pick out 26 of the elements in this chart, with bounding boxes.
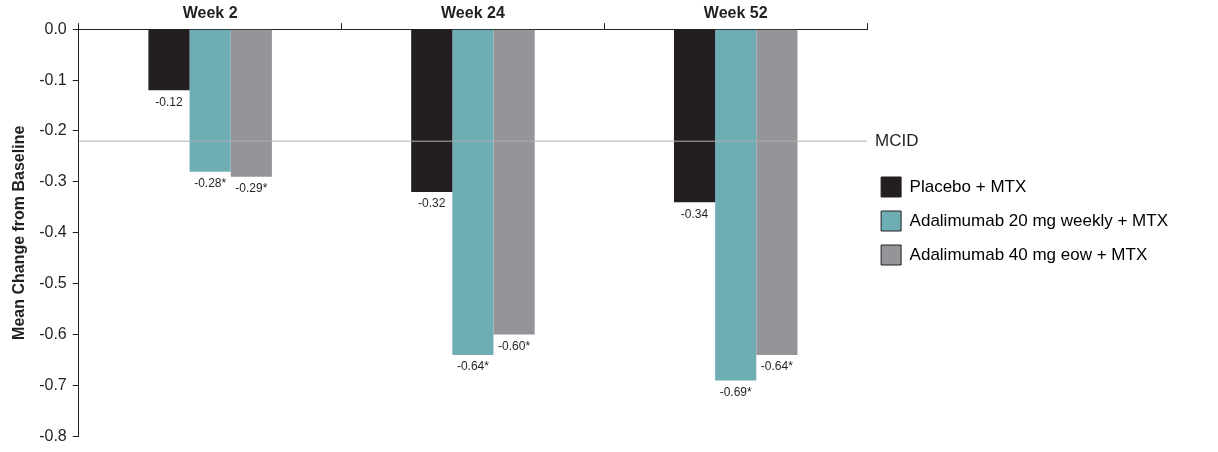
- data-label: -0.34: [680, 206, 709, 221]
- legend-label: Placebo + MTX: [909, 176, 1027, 196]
- data-label: -0.60*: [498, 338, 531, 353]
- y-tick-label: -0.6: [39, 325, 67, 343]
- y-tick-label: -0.7: [39, 375, 67, 393]
- y-tick-label: -0.8: [39, 426, 67, 444]
- y-tick-label: -0.4: [39, 223, 67, 241]
- y-tick-label: -0.3: [39, 172, 67, 190]
- y-tick-label: -0.5: [39, 274, 67, 292]
- data-label: -0.69*: [719, 384, 753, 399]
- data-label: -0.12: [155, 94, 183, 109]
- ref-line-label: MCID: [875, 130, 919, 150]
- data-label: -0.64*: [760, 359, 794, 374]
- x-tick-label: Week 2: [182, 4, 238, 22]
- data-label: -0.29*: [235, 181, 268, 196]
- legend-label: Adalimumab 20 mg weekly + MTX: [909, 210, 1168, 230]
- legend-label: Adalimumab 40 mg eow + MTX: [909, 244, 1148, 264]
- y-tick-label: -0.1: [39, 70, 67, 88]
- y-axis-title: Mean Change from Baseline: [10, 125, 28, 340]
- data-label: -0.28*: [194, 176, 227, 191]
- x-tick-label: Week 24: [441, 4, 505, 22]
- y-tick-label: 0.0: [44, 19, 67, 37]
- y-tick-label: -0.2: [39, 121, 67, 139]
- data-label: -0.32: [418, 196, 446, 211]
- x-tick-label: Week 52: [703, 4, 768, 22]
- data-label: -0.64*: [456, 359, 490, 374]
